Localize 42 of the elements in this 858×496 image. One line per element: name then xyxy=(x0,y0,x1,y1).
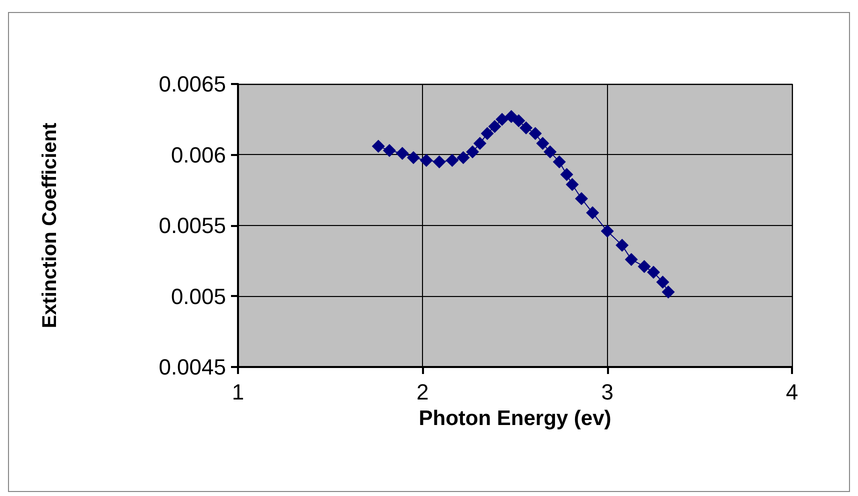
x-tick-label: 4 xyxy=(786,380,798,404)
point xyxy=(586,206,600,220)
point xyxy=(560,168,574,182)
x-axis-title: Photon Energy (ev) xyxy=(418,406,612,430)
y-tick-label: 0.0055 xyxy=(158,213,226,238)
point xyxy=(488,120,502,133)
y-tick-label: 0.0065 xyxy=(158,72,226,96)
point xyxy=(520,121,533,134)
point xyxy=(624,252,638,266)
x-tick-label: 3 xyxy=(601,380,614,404)
point xyxy=(382,144,396,158)
point xyxy=(638,260,651,274)
point xyxy=(544,145,557,158)
x-tick-label: 2 xyxy=(416,380,429,404)
point xyxy=(552,155,566,168)
y-tick-label: 0.005 xyxy=(170,284,226,309)
point xyxy=(647,266,660,279)
point xyxy=(512,114,526,128)
point xyxy=(480,127,494,140)
y-axis-title: Extinction Coefficient xyxy=(39,122,61,328)
point xyxy=(396,146,409,160)
point xyxy=(466,145,480,158)
point xyxy=(432,155,446,168)
point xyxy=(656,276,670,289)
point xyxy=(496,112,509,126)
y-tick-label: 0.0045 xyxy=(158,354,226,380)
point xyxy=(473,136,486,150)
point xyxy=(536,136,550,150)
point xyxy=(456,151,470,164)
point xyxy=(616,238,629,252)
y-tick-label: 0.006 xyxy=(170,142,226,168)
point xyxy=(406,151,420,164)
point xyxy=(574,192,588,206)
x-tick-label: 1 xyxy=(232,380,244,404)
point xyxy=(662,286,675,299)
point xyxy=(420,154,433,167)
point xyxy=(566,178,579,191)
point xyxy=(446,154,459,167)
point xyxy=(372,140,385,153)
point xyxy=(504,110,518,124)
point xyxy=(528,127,542,140)
point xyxy=(600,224,614,238)
